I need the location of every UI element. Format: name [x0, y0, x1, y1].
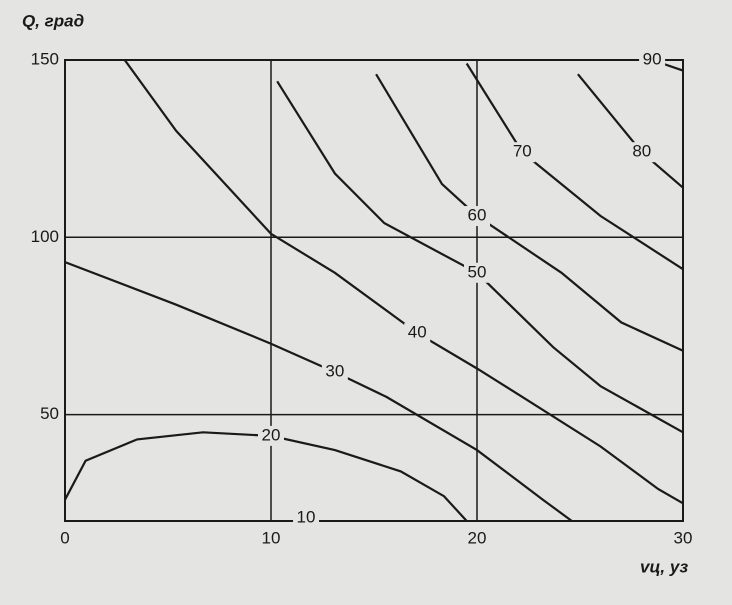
contour-label-bg [293, 508, 320, 529]
contour-label: 20 [262, 425, 281, 444]
contour-label-bg [464, 206, 490, 227]
contour-label: 50 [468, 262, 487, 281]
contour-label-bg [258, 425, 284, 446]
contour-label-bg [639, 50, 666, 70]
y-tick-label: 150 [31, 49, 59, 68]
y-tick-label: 100 [31, 227, 59, 246]
y-axis-label: Q, град [22, 11, 84, 30]
x-tick-label: 0 [60, 528, 69, 547]
contour-label-bg [321, 362, 348, 383]
x-tick-label: 10 [262, 528, 281, 547]
contour-label: 10 [297, 508, 316, 527]
contour-label: 70 [513, 142, 532, 161]
contour-label-bg [404, 323, 431, 344]
contour-line [64, 261, 573, 522]
contour-line [123, 59, 684, 505]
contour-label-bg [509, 142, 536, 163]
contour-label: 30 [325, 362, 344, 381]
y-tick-label: 50 [40, 404, 59, 423]
contour-label: 40 [408, 323, 427, 342]
contour-label: 80 [632, 142, 651, 161]
contour-label: 60 [468, 206, 487, 225]
contour-line [375, 73, 684, 352]
contour-label: 90 [643, 49, 662, 68]
contour-label-bg [628, 142, 655, 163]
x-axis-label: vц, уз [640, 557, 689, 576]
x-tick-label: 20 [468, 528, 487, 547]
contour-label-bg [464, 262, 490, 283]
x-tick-label: 30 [674, 528, 693, 547]
contour-line [465, 62, 684, 271]
